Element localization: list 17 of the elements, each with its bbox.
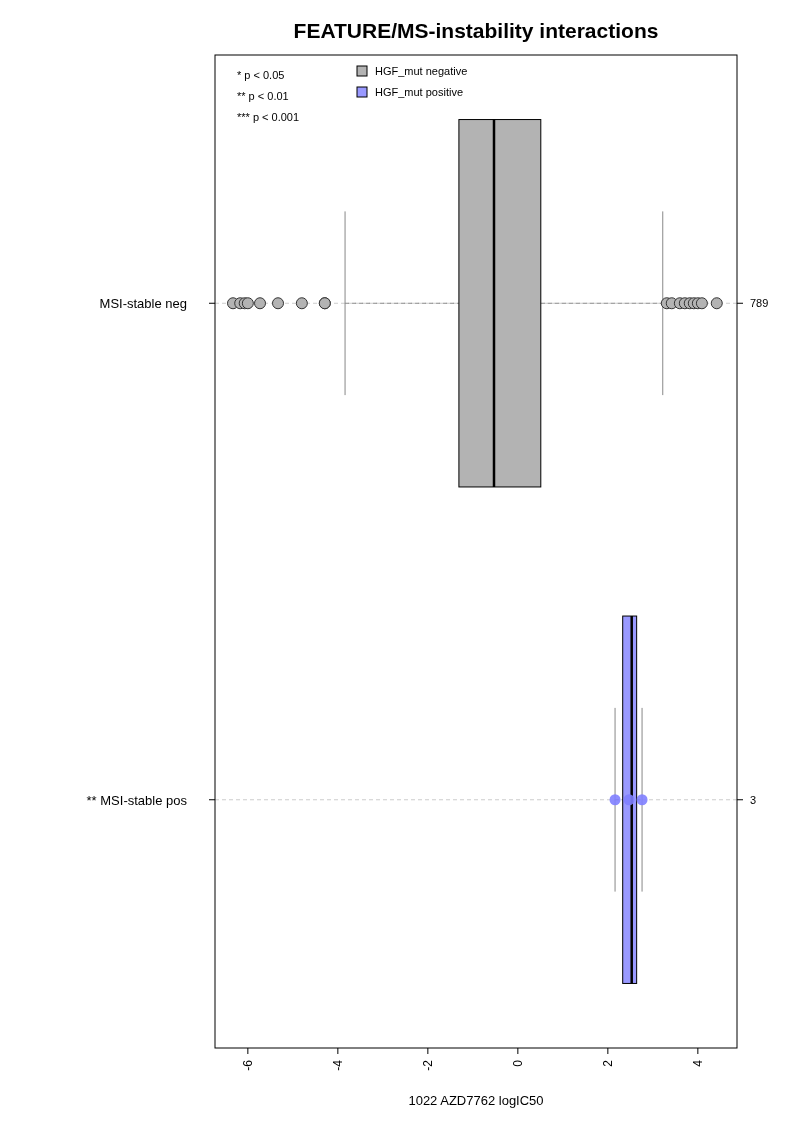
text: 789 bbox=[750, 297, 769, 310]
annotation: ** p < 0.01 bbox=[237, 90, 289, 102]
legend-label: HGF_mut negative bbox=[375, 65, 468, 77]
x-tick-label: -2 bbox=[420, 1059, 435, 1071]
annotation: * p < 0.05 bbox=[237, 69, 285, 81]
x-axis-title: 1022 AZD7762 logIC50 bbox=[408, 1093, 544, 1108]
x-tick-label: 0 bbox=[510, 1059, 525, 1067]
chart-title: FEATURE/MS-instability interactions bbox=[293, 19, 659, 42]
x-tick-label: -4 bbox=[330, 1059, 345, 1071]
legend-label: HGF_mut positive bbox=[375, 86, 464, 98]
x-tick-label: 2 bbox=[600, 1059, 615, 1067]
y-tick-label: MSI-stable neg bbox=[99, 296, 187, 312]
text: 3 bbox=[750, 793, 757, 806]
x-tick-label: -6 bbox=[240, 1059, 255, 1071]
x-tick-label: 4 bbox=[690, 1059, 705, 1067]
y-tick-label: ** MSI-stable pos bbox=[86, 792, 188, 808]
annotation: *** p < 0.001 bbox=[237, 111, 300, 123]
